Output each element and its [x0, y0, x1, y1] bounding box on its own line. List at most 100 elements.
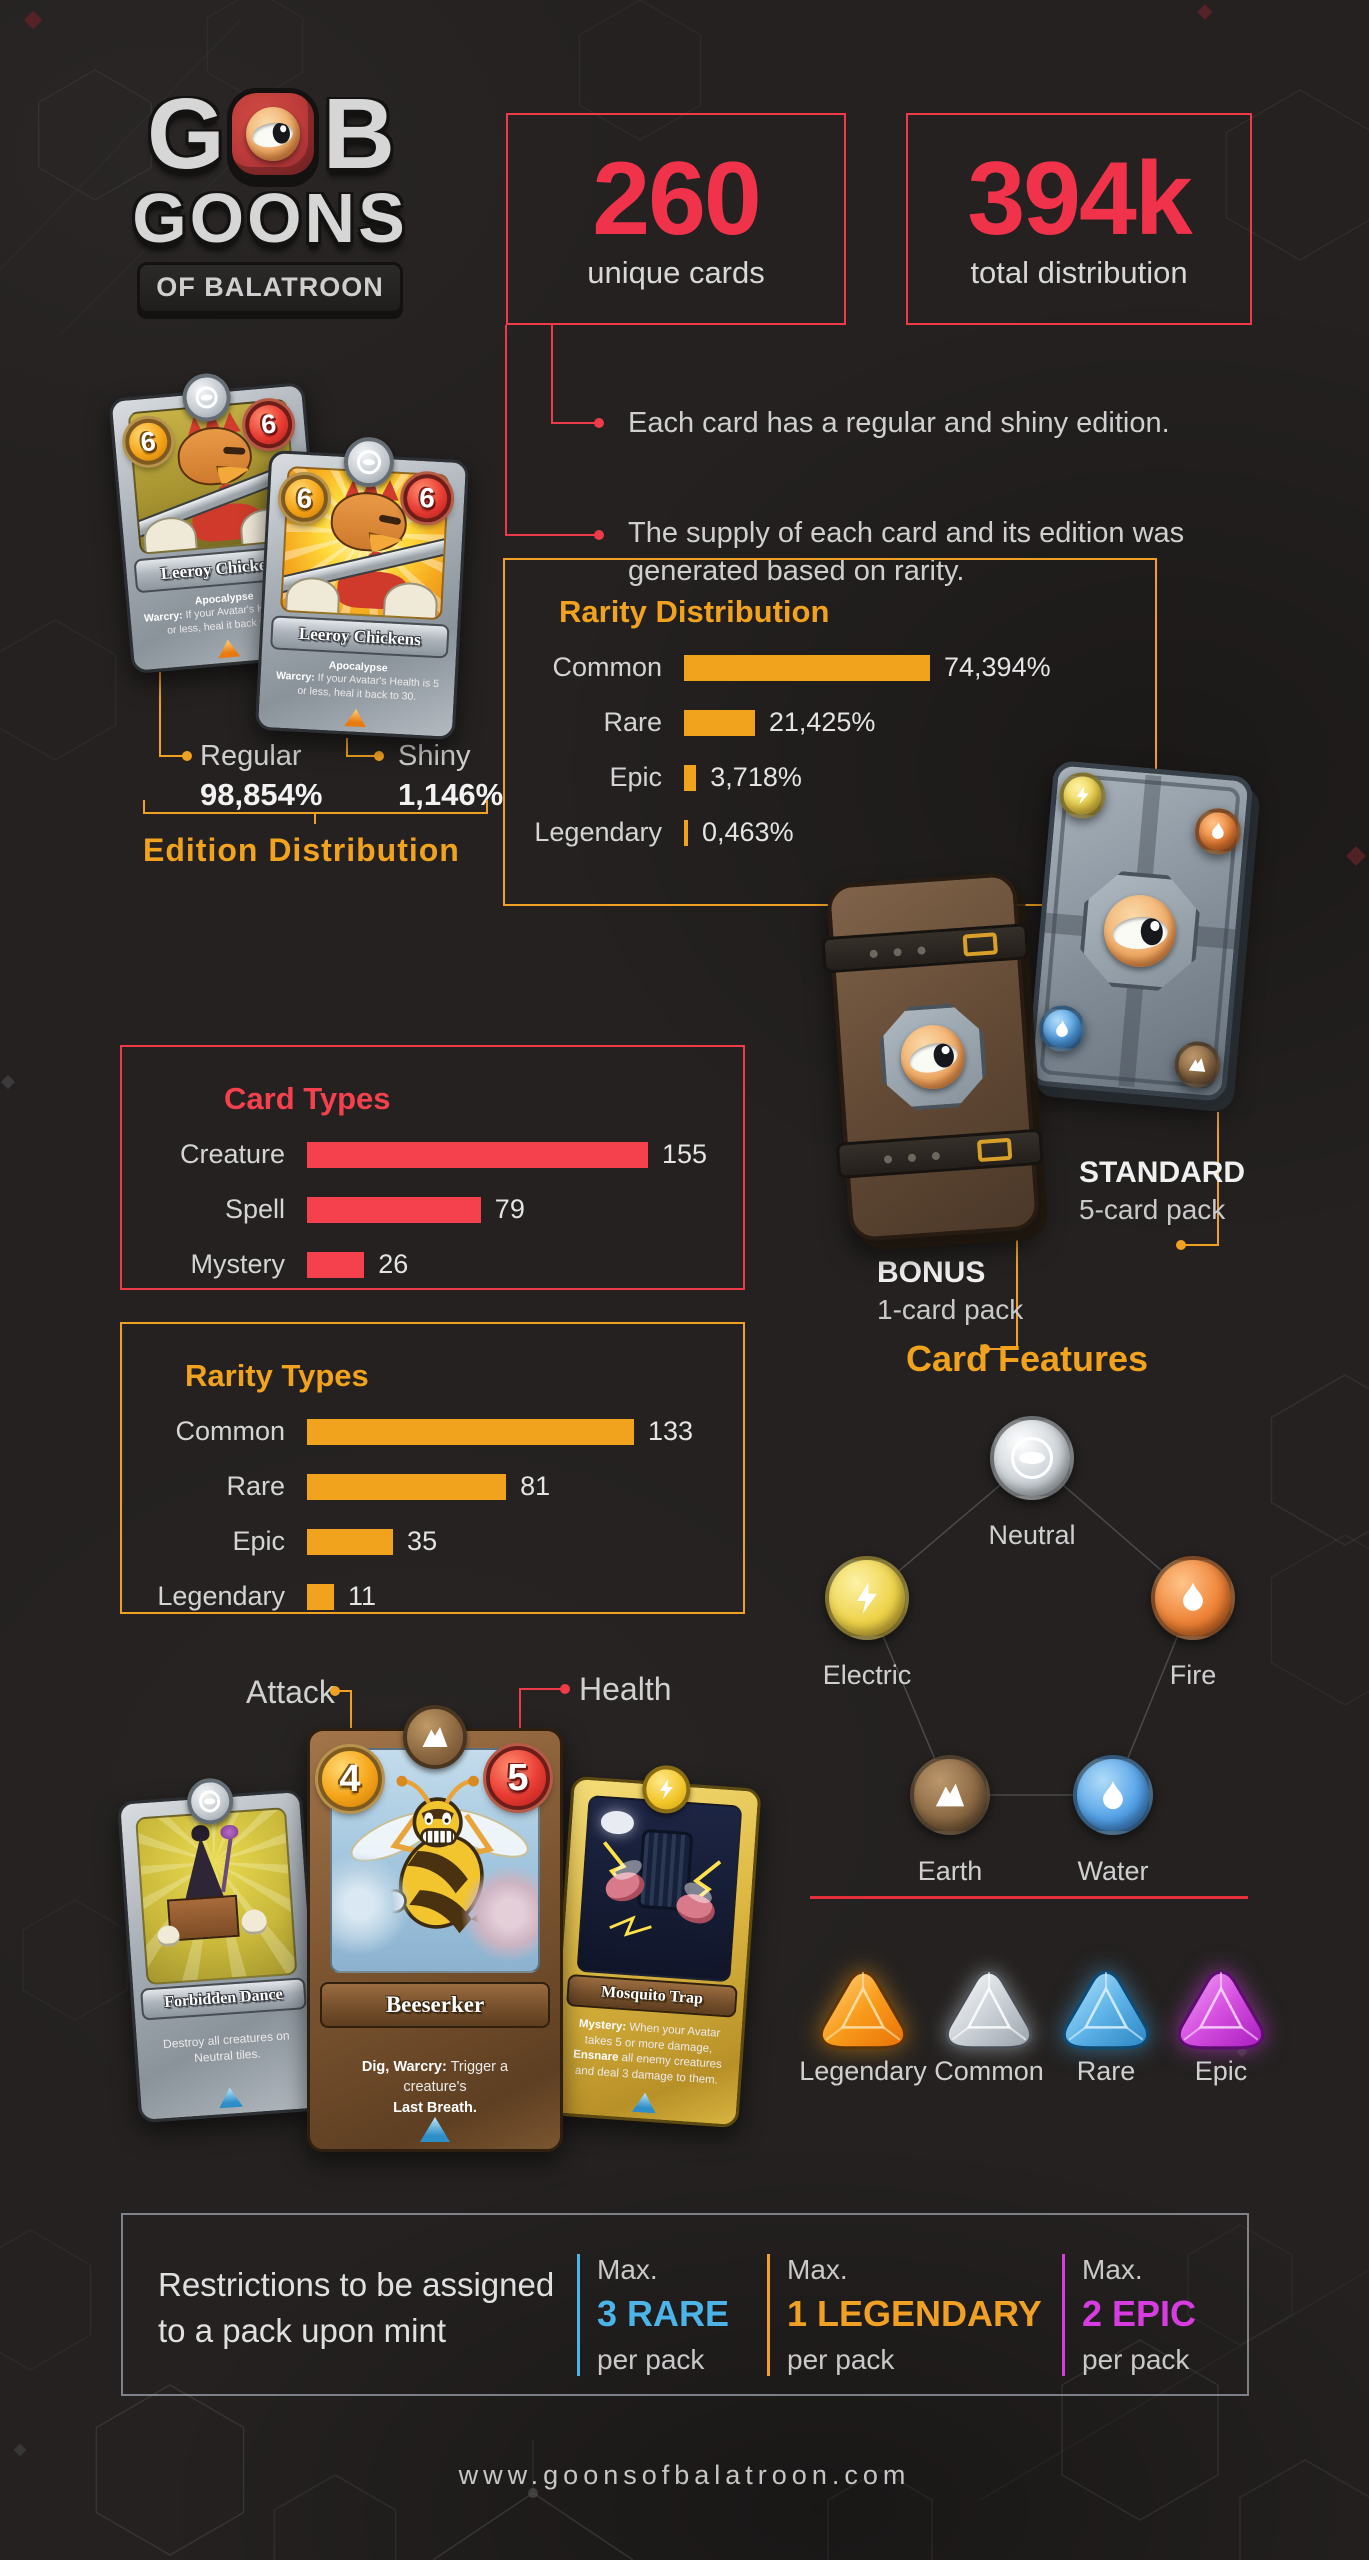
connector-line	[551, 422, 598, 424]
restriction-rare: Max. 3 RARE per pack	[577, 2254, 807, 2376]
rarity-gem-icon	[632, 2092, 657, 2114]
chart-bar	[684, 819, 688, 846]
standard-pack-label: STANDARD 5-card pack	[1079, 1156, 1245, 1226]
strap-buckle	[962, 932, 998, 957]
edition-value: 1,146%	[398, 777, 504, 812]
chart-category-label: Epic	[232, 1526, 285, 1556]
connector-line	[1016, 1240, 1018, 1350]
card-features-title: Card Features	[905, 1338, 1149, 1379]
restriction-max: Max.	[787, 2254, 848, 2285]
fire-orb-icon	[1193, 806, 1243, 857]
chart-value-label: 133	[648, 1416, 694, 1446]
rarity-gem-icon	[344, 708, 367, 727]
restriction-max: Max.	[597, 2254, 658, 2285]
restrictions-intro: Restrictions to be assigned to a pack up…	[158, 2262, 554, 2353]
card-name: Beeserker	[320, 1981, 550, 2028]
attack-badge: 4	[318, 1747, 382, 1811]
stat-box-total-distribution: 394k total distribution	[906, 113, 1252, 325]
water-orb-icon	[1037, 1003, 1088, 1054]
connector-line	[159, 755, 185, 757]
stat-label: total distribution	[970, 255, 1188, 290]
eyeball-icon	[899, 1023, 967, 1091]
restriction-per: per pack	[597, 2344, 705, 2375]
chart-bar	[307, 1141, 648, 1168]
chart-bar	[307, 1196, 481, 1223]
chart-bar	[684, 654, 930, 681]
connector-dot	[1176, 1240, 1186, 1250]
rare-gem-icon	[1054, 1964, 1158, 2056]
connector-line	[1184, 1244, 1219, 1246]
chart-value-label: 74,394%	[944, 652, 1051, 682]
stat-value: 394k	[967, 141, 1192, 257]
chart-category-label: Epic	[609, 762, 662, 792]
stat-box-unique-cards: 260 unique cards	[506, 113, 846, 325]
rarity-gem-icon	[218, 2087, 243, 2109]
connector-line	[988, 1348, 1018, 1350]
chart-row: Rare 21,425%	[505, 707, 1155, 738]
electric-orb-icon	[825, 1556, 909, 1640]
bullet-text: The supply of each card and its edition …	[628, 517, 1185, 588]
logo-gob-row: G B	[110, 84, 430, 184]
connector-line	[159, 672, 161, 757]
card-types-chart: Card Types Creature 155 Spell 79 Mystery 26	[120, 1045, 745, 1290]
restriction-value: 2 EPIC	[1082, 2293, 1197, 2334]
epic-gem-icon	[1169, 1964, 1273, 2056]
card-mosquito-trap: Mosquito Trap Mystery: When your Avatar …	[548, 1763, 762, 2129]
connector-line	[350, 1690, 352, 1742]
restrictions-intro-line2: to a pack upon mint	[158, 2311, 447, 2349]
chart-rows: Creature 155 Spell 79 Mystery 26	[122, 1139, 743, 1280]
standard-pack-illustration	[1026, 759, 1254, 1103]
gem-label: Legendary	[799, 2056, 927, 2086]
chart-category-label: Creature	[179, 1139, 285, 1169]
element-label: Earth	[917, 1856, 983, 1886]
connector-dot	[182, 751, 192, 761]
restriction-per: per pack	[787, 2344, 895, 2375]
connector-dot	[330, 1686, 340, 1696]
water-orb-icon	[1073, 1755, 1153, 1835]
element-label: Fire	[1169, 1660, 1217, 1690]
chart-row: Rare 81	[122, 1471, 743, 1502]
attack-annotation: Attack	[246, 1674, 335, 1710]
bracket-tick	[486, 800, 488, 814]
card-leeroy-shiny: 6 6 Leeroy Chickens Apocalypse Warcry: I…	[254, 435, 470, 741]
chart-value-label: 26	[378, 1249, 409, 1279]
card-beeserker: 4 5 Beeserker Dig, Warcry: Trigger a cre…	[307, 1705, 563, 2152]
eyeball-icon	[245, 107, 300, 161]
electric-medal-icon	[640, 1763, 692, 1816]
chart-value-label: 0,463%	[702, 817, 794, 847]
edition-name: Regular	[200, 740, 302, 772]
bonus-pack-illustration	[821, 871, 1044, 1243]
electric-orb-icon	[1057, 770, 1108, 821]
stat-label: unique cards	[587, 255, 765, 290]
chart-row: Common 133	[122, 1416, 743, 1447]
neutral-orb-icon	[990, 1416, 1074, 1500]
connector-dot	[594, 418, 604, 428]
earth-orb-icon	[910, 1755, 990, 1835]
health-annotation: Health	[579, 1671, 672, 1707]
edition-value: 98,854%	[200, 777, 323, 812]
gem-label: Epic	[1194, 2056, 1248, 2086]
chart-category-label: Common	[175, 1416, 285, 1446]
chart-row: Legendary 11	[122, 1581, 743, 1612]
bracket-tick	[314, 812, 316, 824]
connector-line	[346, 755, 378, 757]
chart-category-label: Common	[552, 652, 662, 682]
bonus-pack-label: BONUS 1-card pack	[877, 1256, 1023, 1326]
gem-label: Rare	[1076, 2056, 1136, 2086]
element-label: Electric	[822, 1660, 912, 1690]
eye-sclera	[250, 120, 295, 151]
card-art	[576, 1794, 743, 1983]
chart-bar	[307, 1528, 394, 1555]
card-text: Dig, Warcry: Trigger a creature's Last B…	[361, 2059, 509, 2116]
connector-line	[505, 325, 507, 536]
skull	[240, 1909, 268, 1936]
restriction-legendary: Max. 1 LEGENDARY per pack	[767, 2254, 1042, 2376]
legendary-gem-icon	[811, 1964, 915, 2056]
bullet-text: Each card has a regular and shiny editio…	[628, 407, 1170, 439]
connector-line	[338, 1690, 352, 1692]
chart-title: Rarity Types	[185, 1358, 369, 1393]
chart-row: Creature 155	[122, 1139, 743, 1170]
health-badge: 5	[486, 1746, 550, 1810]
strap-buckle	[976, 1137, 1013, 1163]
